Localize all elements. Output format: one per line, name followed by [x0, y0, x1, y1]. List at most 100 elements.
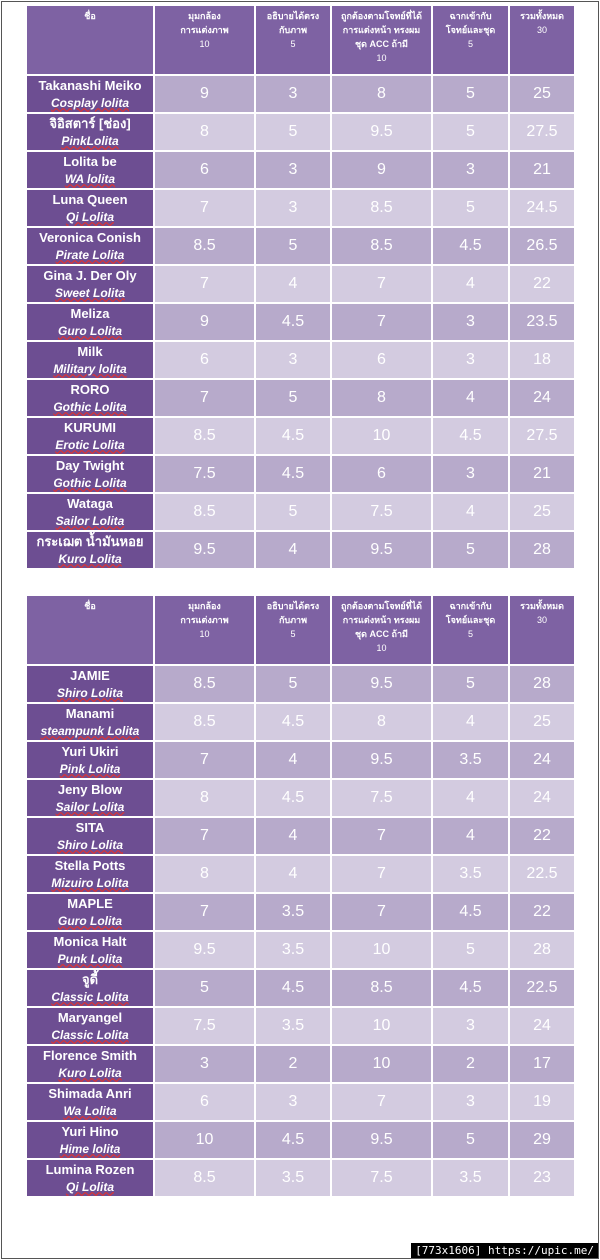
- header-angle: มุมกล้อง การแต่งภาพ 10: [155, 596, 254, 664]
- contestant-cell: Stella Potts Mizuiro Lolita: [27, 856, 153, 892]
- contestant-cell: SITA Shiro Lolita: [27, 818, 153, 854]
- score-angle: 6: [155, 1084, 254, 1120]
- score-scene: 4: [433, 704, 508, 740]
- table-row: จูดี้ Classic Lolita 5 4.5 8.5 4.5 22.5: [27, 970, 574, 1006]
- score-accuracy: 7: [332, 304, 431, 340]
- score-accuracy: 8.5: [332, 228, 431, 264]
- contestant-name: Lumina Rozen: [45, 1161, 135, 1177]
- score-explain: 3: [256, 76, 330, 112]
- score-total: 29: [510, 1122, 574, 1158]
- score-explain: 5: [256, 666, 330, 702]
- score-total: 26.5: [510, 228, 574, 264]
- table-row: จิอิสตาร์ [ช่อง] PinkLolita 8 5 9.5 5 27.5: [27, 114, 574, 150]
- score-angle: 6: [155, 152, 254, 188]
- table-row: Gina J. Der Oly Sweet Lolita 7 4 7 4 22: [27, 266, 574, 302]
- score-explain: 5: [256, 494, 330, 530]
- score-accuracy: 7.5: [332, 1160, 431, 1196]
- score-accuracy: 9.5: [332, 114, 431, 150]
- lolita-style: Kuro Lolita: [58, 1065, 122, 1080]
- score-scene: 3.5: [433, 1160, 508, 1196]
- contestant-name: Yuri Hino: [61, 1123, 119, 1139]
- contestant-name: Yuri Ukiri: [61, 743, 119, 759]
- contestant-name: จูดี้: [81, 971, 99, 987]
- score-scene: 5: [433, 532, 508, 568]
- contestant-cell: จูดี้ Classic Lolita: [27, 970, 153, 1006]
- contestant-cell: KURUMI Erotic Lolita: [27, 418, 153, 454]
- contestant-name: Takanashi Meiko: [38, 77, 142, 93]
- contestant-cell: กระเฌต น้ำมันหอย Kuro Lolita: [27, 532, 153, 568]
- score-angle: 7: [155, 380, 254, 416]
- score-total: 28: [510, 532, 574, 568]
- score-total: 24: [510, 1008, 574, 1044]
- contestant-name: RORO: [70, 381, 110, 397]
- score-total: 28: [510, 666, 574, 702]
- contestant-cell: Day Twight Gothic Lolita: [27, 456, 153, 492]
- score-scene: 3.5: [433, 856, 508, 892]
- lolita-style: Wa Lolita: [63, 1103, 117, 1118]
- contestant-cell: Veronica Conish Pirate Lolita: [27, 228, 153, 264]
- score-explain: 3.5: [256, 894, 330, 930]
- score-total: 21: [510, 456, 574, 492]
- score-angle: 8.5: [155, 704, 254, 740]
- score-angle: 8: [155, 780, 254, 816]
- score-angle: 7: [155, 742, 254, 778]
- table-row: Maryangel Classic Lolita 7.5 3.5 10 3 24: [27, 1008, 574, 1044]
- score-scene: 4: [433, 780, 508, 816]
- score-explain: 4: [256, 532, 330, 568]
- table-row: Meliza Guro Lolita 9 4.5 7 3 23.5: [27, 304, 574, 340]
- lolita-style: Qi Lolita: [66, 209, 114, 224]
- table-row: RORO Gothic Lolita 7 5 8 4 24: [27, 380, 574, 416]
- lolita-style: Classic Lolita: [51, 989, 129, 1004]
- score-total: 28: [510, 932, 574, 968]
- lolita-style: Shiro Lolita: [57, 837, 123, 852]
- score-explain: 4.5: [256, 1122, 330, 1158]
- score-accuracy: 8: [332, 704, 431, 740]
- score-explain: 5: [256, 380, 330, 416]
- score-scene: 2: [433, 1046, 508, 1082]
- score-scene: 3: [433, 342, 508, 378]
- score-explain: 3: [256, 1084, 330, 1120]
- score-angle: 7: [155, 266, 254, 302]
- table-row: JAMIE Shiro Lolita 8.5 5 9.5 5 28: [27, 666, 574, 702]
- score-explain: 3.5: [256, 1008, 330, 1044]
- score-accuracy: 7: [332, 266, 431, 302]
- score-accuracy: 10: [332, 418, 431, 454]
- contestant-cell: Lumina Rozen Qi Lolita: [27, 1160, 153, 1196]
- score-accuracy: 7: [332, 1084, 431, 1120]
- score-accuracy: 7.5: [332, 494, 431, 530]
- score-angle: 10: [155, 1122, 254, 1158]
- score-accuracy: 8: [332, 76, 431, 112]
- score-total: 24: [510, 780, 574, 816]
- score-angle: 9.5: [155, 532, 254, 568]
- score-angle: 8.5: [155, 666, 254, 702]
- score-angle: 7.5: [155, 456, 254, 492]
- score-total: 22: [510, 818, 574, 854]
- lolita-style: Mizuiro Lolita: [51, 875, 129, 890]
- header-name: ชื่อ: [27, 596, 153, 664]
- score-total: 25: [510, 76, 574, 112]
- table-row: Wataga Sailor Lolita 8.5 5 7.5 4 25: [27, 494, 574, 530]
- contestant-cell: Meliza Guro Lolita: [27, 304, 153, 340]
- header-row: ชื่อ มุมกล้อง การแต่งภาพ 10 อธิบายได้ตรง …: [27, 6, 574, 74]
- table-row: Milk Military lolita 6 3 6 3 18: [27, 342, 574, 378]
- contestant-name: Manami: [65, 705, 115, 721]
- score-angle: 8.5: [155, 494, 254, 530]
- score-scene: 5: [433, 114, 508, 150]
- header-explain: อธิบายได้ตรง กับภาพ 5: [256, 596, 330, 664]
- score-accuracy: 6: [332, 342, 431, 378]
- score-explain: 4.5: [256, 780, 330, 816]
- score-scene: 4: [433, 380, 508, 416]
- score-accuracy: 10: [332, 932, 431, 968]
- contestant-name: Luna Queen: [52, 191, 128, 207]
- header-accuracy: ถูกต้องตามโจทย์ที่ได้ การแต่งหน้า ทรงผม …: [332, 596, 431, 664]
- score-scene: 4: [433, 818, 508, 854]
- score-explain: 4.5: [256, 970, 330, 1006]
- score-total: 25: [510, 704, 574, 740]
- score-table-1: ชื่อ มุมกล้อง การแต่งภาพ 10 อธิบายได้ตรง …: [25, 4, 576, 570]
- lolita-style: WA lolita: [64, 171, 116, 186]
- header-total: รวมทั้งหมด 30: [510, 596, 574, 664]
- lolita-style: Sailor Lolita: [55, 799, 125, 814]
- score-angle: 9.5: [155, 932, 254, 968]
- contestant-name: MAPLE: [67, 895, 113, 911]
- lolita-style: Gothic Lolita: [53, 475, 127, 490]
